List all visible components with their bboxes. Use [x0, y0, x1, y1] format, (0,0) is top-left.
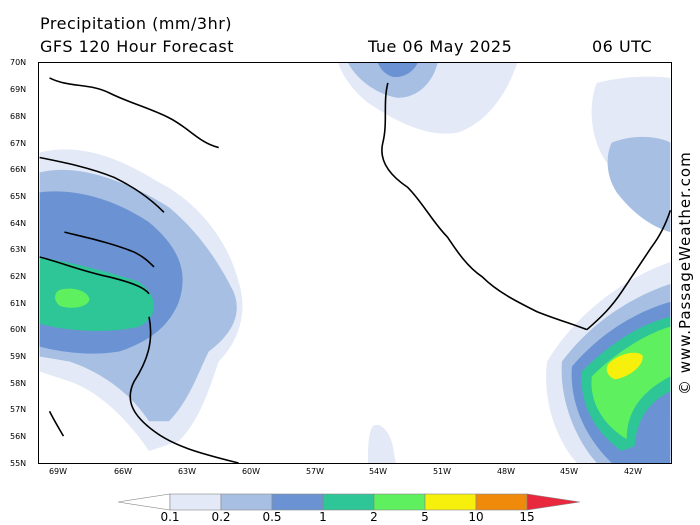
legend-label: 2: [370, 510, 378, 524]
lat-label: 57N: [10, 405, 27, 414]
lat-label: 58N: [10, 379, 27, 388]
legend-swatch: [169, 493, 222, 511]
legend-swatch: [271, 493, 324, 511]
lon-label: 42W: [623, 467, 643, 476]
lon-label: 45W: [559, 467, 579, 476]
lat-label: 64N: [10, 219, 27, 228]
lat-label: 65N: [10, 192, 27, 201]
lat-label: 61N: [10, 299, 27, 308]
lon-label: 60W: [241, 467, 261, 476]
lat-label: 68N: [10, 112, 27, 121]
forecast-time: 06 UTC: [592, 37, 653, 56]
precip-area-medium: [377, 63, 418, 78]
legend-label: 0.1: [160, 510, 180, 524]
legend-swatch: [373, 493, 426, 511]
lon-label: 66W: [113, 467, 133, 476]
map-title: Precipitation (mm/3hr): [40, 14, 233, 33]
precip-area-green: [55, 288, 90, 308]
legend-label: 0.2: [211, 510, 231, 524]
lat-label: 59N: [10, 352, 27, 361]
lat-label: 69N: [10, 85, 27, 94]
precip-area-moderate: [348, 63, 438, 98]
precip-area-yellow: [606, 352, 643, 380]
lon-label: 57W: [305, 467, 325, 476]
legend-swatch: [322, 493, 375, 511]
precip-area-teal: [39, 257, 155, 331]
legend-swatch: [475, 493, 528, 511]
coastlines: [39, 77, 671, 463]
lat-label: 70N: [10, 58, 27, 67]
legend-swatch: [424, 493, 477, 511]
legend-label: 10: [468, 510, 484, 524]
legend-label: 1: [319, 510, 327, 524]
lon-label: 51W: [432, 467, 452, 476]
lon-label: 69W: [48, 467, 68, 476]
lon-label: 48W: [496, 467, 516, 476]
legend-label: 5: [421, 510, 429, 524]
precip-area-light: [367, 424, 396, 463]
forecast-date: Tue 06 May 2025: [368, 37, 513, 56]
lat-label: 66N: [10, 165, 27, 174]
lat-label: 62N: [10, 272, 27, 281]
legend-label: 0.5: [262, 510, 282, 524]
precip-legend-bar: [118, 493, 581, 511]
precipitation-map: [38, 62, 672, 464]
precip-area-moderate: [607, 136, 671, 233]
legend-swatch: [220, 493, 273, 511]
lon-label: 54W: [368, 467, 388, 476]
lat-label: 55N: [10, 459, 27, 468]
lon-label: 63W: [177, 467, 197, 476]
lat-label: 56N: [10, 432, 27, 441]
lat-label: 63N: [10, 245, 27, 254]
precip-fields: [39, 63, 671, 463]
precip-area-medium: [641, 416, 671, 457]
lat-label: 67N: [10, 139, 27, 148]
legend-label: 15: [519, 510, 535, 524]
precip-area-green: [591, 326, 671, 440]
legend-swatch: [526, 493, 581, 511]
watermark-credit: © www.PassageWeather.com: [676, 151, 694, 395]
lat-label: 60N: [10, 325, 27, 334]
legend-swatch: [118, 493, 171, 511]
forecast-subtitle: GFS 120 Hour Forecast: [40, 37, 235, 56]
